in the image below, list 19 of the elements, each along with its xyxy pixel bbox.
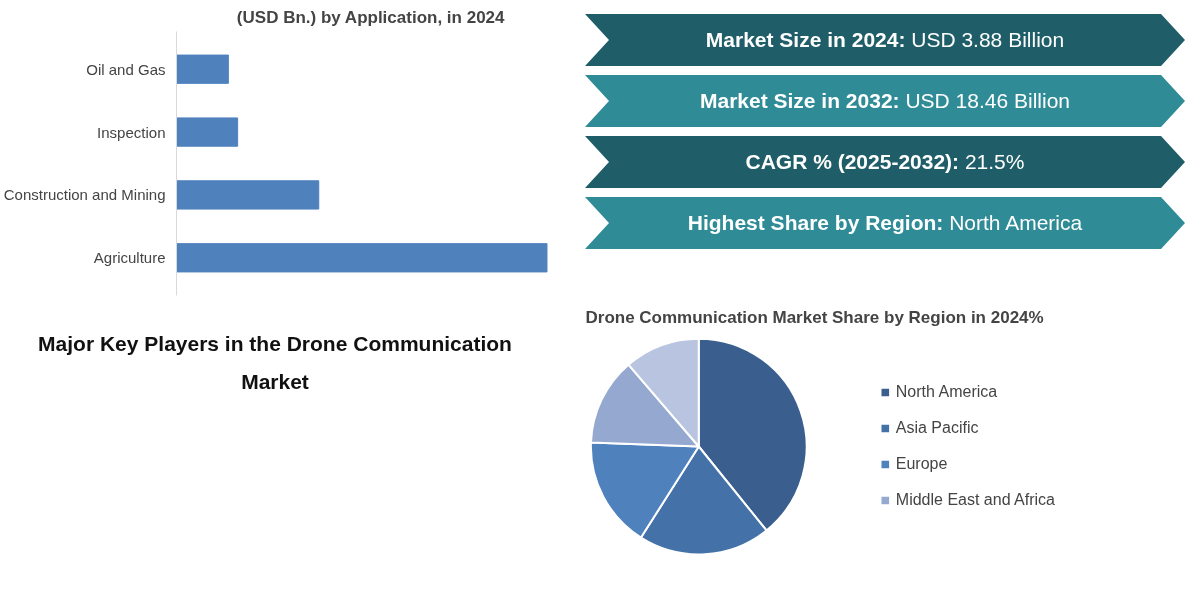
bar — [176, 180, 320, 210]
text: Market Size in 2032: USD 18.46 Billion — [699, 88, 1070, 114]
y-tick-label: Oil and Gas — [86, 60, 166, 78]
text: CAGR % (2025-2032): 21.5% — [745, 149, 1025, 175]
text: Market Size in 2024: USD 3.88 Billion — [705, 27, 1065, 53]
legend-label: Europe — [895, 455, 948, 473]
legend-label: Middle East and Africa — [895, 491, 1055, 509]
bar — [176, 117, 239, 147]
bar — [176, 243, 548, 273]
legend-label: North America — [895, 383, 998, 401]
chart-title: Drone Communication Market Share by Region in 2024% — [585, 307, 1044, 327]
text: Major Key Players in the Drone Communication Market — [37, 331, 513, 395]
y-tick-label: Inspection — [97, 123, 166, 141]
chart-title: (USD Bn.) by Application, in 2024 — [236, 7, 506, 27]
y-tick-label: Agriculture — [93, 249, 166, 267]
bar — [176, 54, 229, 84]
y-tick-label: Construction and Mining — [3, 186, 166, 204]
text: Highest Share by Region: North America — [687, 210, 1083, 236]
legend-label: Asia Pacific — [895, 419, 979, 437]
